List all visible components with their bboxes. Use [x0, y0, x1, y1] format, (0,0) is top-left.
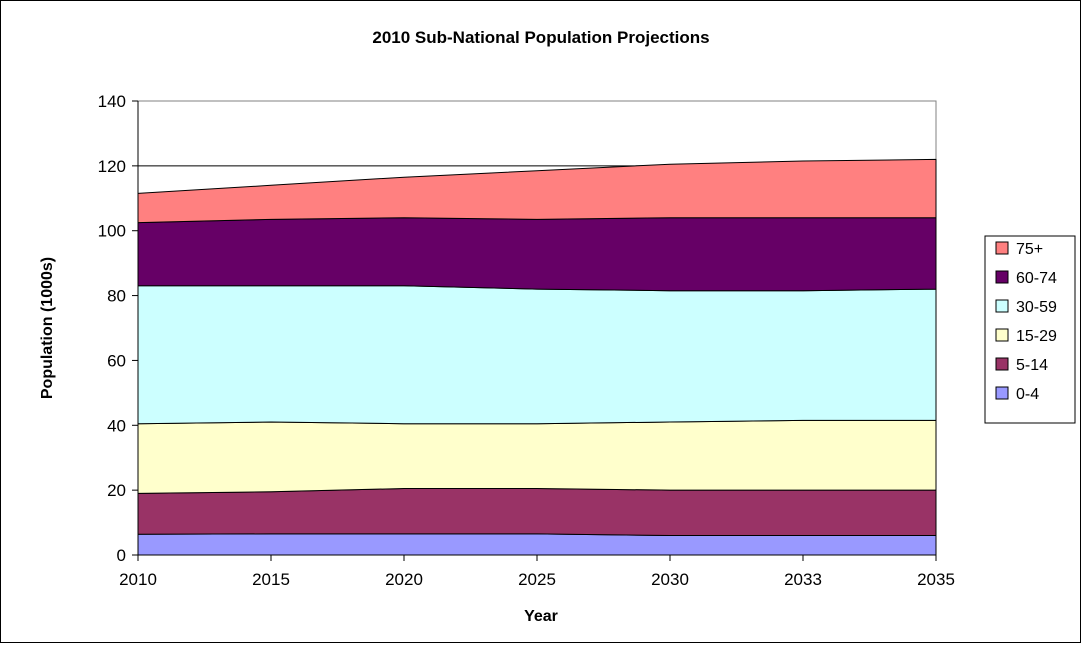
legend-label: 75+ — [1016, 241, 1043, 258]
x-tick-label: 2015 — [252, 570, 290, 589]
x-tick-labels: 2010 2015 2020 2025 2030 2033 2035 — [119, 570, 955, 589]
legend-swatch — [995, 357, 1009, 371]
legend-swatch — [995, 386, 1009, 400]
legend-label: 30-59 — [1016, 299, 1057, 316]
axes — [132, 100, 937, 561]
x-tick-label: 2030 — [651, 570, 689, 589]
chart-title: 2010 Sub-National Population Projections — [372, 28, 709, 47]
y-tick-label: 40 — [107, 416, 126, 435]
legend-swatch — [995, 299, 1009, 313]
y-tick-label: 140 — [98, 92, 126, 111]
y-tick-label: 80 — [107, 287, 126, 306]
area-series-75plus — [137, 158, 937, 224]
legend-label: 15-29 — [1016, 328, 1057, 345]
legend-swatch — [995, 241, 1009, 255]
x-tick-label: 2020 — [385, 570, 423, 589]
legend-label: 60-74 — [1016, 270, 1057, 287]
x-tick-label: 2025 — [518, 570, 556, 589]
y-axis-title: Population (1000s) — [39, 257, 56, 399]
x-axis-title: Year — [524, 608, 558, 625]
legend: 75+ 60-74 30-59 15-29 5-14 0-4 — [984, 235, 1076, 424]
legend-label: 0-4 — [1016, 386, 1039, 403]
y-tick-label: 100 — [98, 222, 126, 241]
y-tick-label: 0 — [117, 546, 126, 565]
y-tick-label: 120 — [98, 157, 126, 176]
y-tick-label: 20 — [107, 481, 126, 500]
x-tick-label: 2010 — [119, 570, 157, 589]
area-series-0-4 — [137, 533, 937, 556]
area-series-60-74 — [137, 217, 937, 292]
y-tick-labels: 0 20 40 60 80 100 120 140 — [98, 92, 126, 565]
y-tick-label: 60 — [107, 351, 126, 370]
x-tick-label: 2033 — [784, 570, 822, 589]
x-tick-label: 2035 — [917, 570, 955, 589]
area-series-15-29 — [137, 419, 937, 494]
area-series-30-59 — [137, 285, 937, 425]
series-areas — [137, 158, 937, 556]
legend-swatch — [995, 270, 1009, 284]
legend-swatch — [995, 328, 1009, 342]
area-series-5-14 — [137, 488, 937, 536]
legend-label: 5-14 — [1016, 357, 1048, 374]
